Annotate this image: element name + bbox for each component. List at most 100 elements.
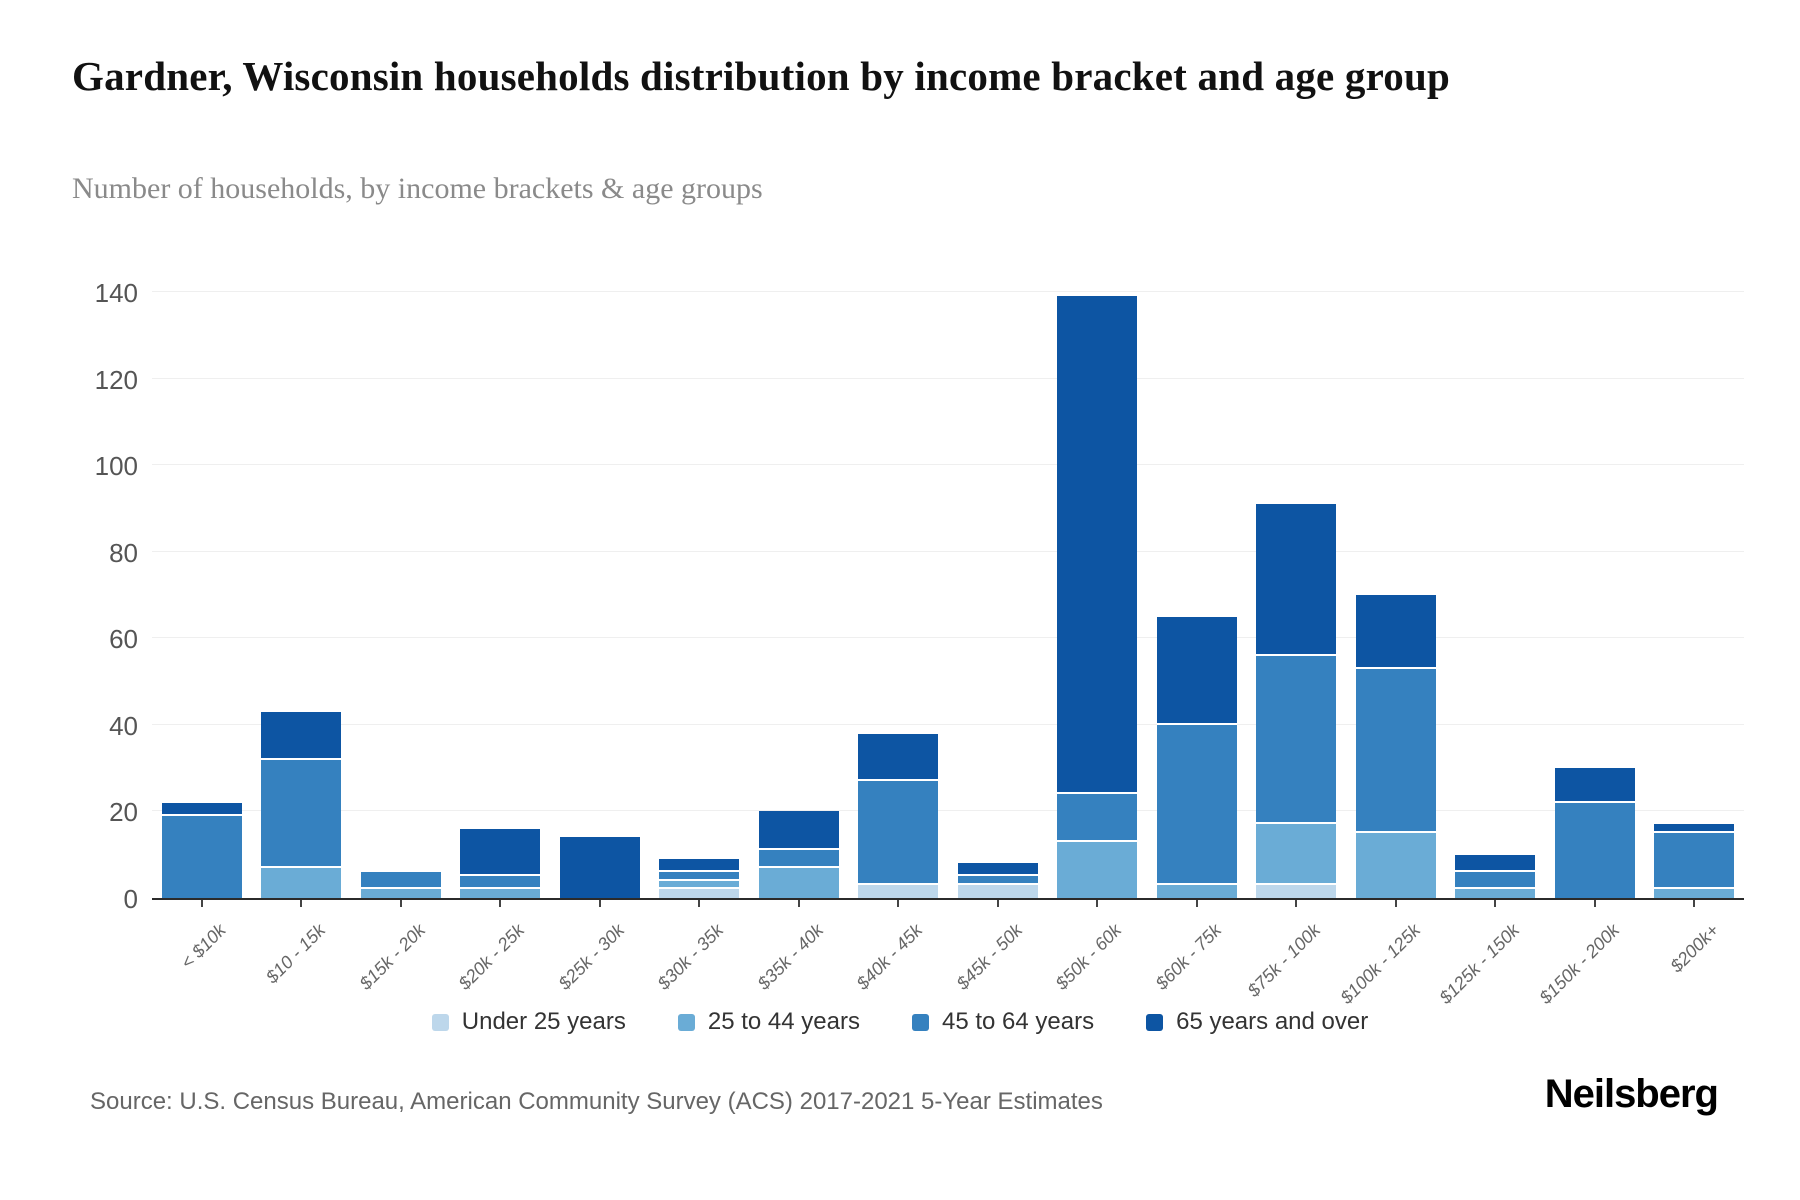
bar-segment[interactable]: [659, 859, 740, 873]
gridline: [152, 637, 1744, 639]
x-tick: [1394, 900, 1397, 907]
legend-swatch: [431, 1013, 449, 1031]
bar-segment[interactable]: [360, 889, 441, 898]
legend-item[interactable]: Under 25 years: [431, 1008, 626, 1036]
x-tick: [1693, 900, 1696, 907]
bar-segment[interactable]: [1256, 504, 1337, 656]
bar-segment[interactable]: [1057, 841, 1138, 898]
bar-segment[interactable]: [1554, 802, 1635, 898]
bar-segment[interactable]: [161, 802, 242, 816]
gridline: [152, 550, 1744, 552]
bar-segment[interactable]: [161, 815, 242, 898]
bar-segment[interactable]: [261, 759, 342, 868]
bar-segment[interactable]: [1057, 296, 1138, 795]
x-tick-label: $60k - 75k: [1151, 920, 1225, 994]
bar-segment[interactable]: [261, 867, 342, 898]
bar-segment[interactable]: [957, 876, 1038, 886]
bar-segment[interactable]: [1355, 668, 1436, 834]
bar-segment[interactable]: [460, 876, 541, 890]
bar-segment[interactable]: [957, 863, 1038, 877]
x-tick-label: $15k - 20k: [355, 920, 429, 994]
bar-segment[interactable]: [1455, 872, 1536, 890]
bar-segment[interactable]: [758, 850, 839, 868]
x-tick-label: $125k - 150k: [1435, 920, 1524, 1008]
x-tick: [897, 900, 900, 907]
bar-segment[interactable]: [460, 828, 541, 877]
bar-segment[interactable]: [1057, 794, 1138, 842]
x-tick-label: $50k - 60k: [1051, 920, 1126, 994]
x-tick-label: $30k - 35k: [653, 920, 728, 994]
x-tick: [698, 900, 701, 907]
x-tick: [1494, 900, 1497, 907]
x-tick-label: $45k - 50k: [952, 920, 1026, 994]
bar-segment[interactable]: [1355, 833, 1436, 898]
bar-segment[interactable]: [1455, 854, 1536, 873]
y-tick-label: 0: [123, 884, 138, 914]
bar-segment[interactable]: [1355, 595, 1436, 669]
bar-segment[interactable]: [559, 837, 640, 898]
bar-segment[interactable]: [1156, 616, 1237, 725]
bar-segment[interactable]: [659, 889, 740, 898]
bar-segment[interactable]: [1455, 889, 1536, 898]
legend-item[interactable]: 65 years and over: [1146, 1008, 1368, 1036]
bar-segment[interactable]: [758, 867, 839, 898]
bar-segment[interactable]: [1256, 824, 1337, 886]
bar-segment[interactable]: [858, 733, 939, 782]
bar-segment[interactable]: [1256, 885, 1337, 898]
bar-segment[interactable]: [1156, 885, 1237, 898]
legend-swatch: [1146, 1013, 1164, 1031]
x-tick: [598, 900, 601, 907]
bar-segment[interactable]: [1554, 768, 1635, 803]
x-tick: [1593, 900, 1596, 907]
y-tick-label: 60: [109, 624, 138, 655]
bar-segment[interactable]: [1156, 724, 1237, 886]
x-tick: [499, 900, 502, 907]
bar-segment[interactable]: [858, 781, 939, 886]
x-tick: [996, 900, 999, 907]
chart-subtitle: Number of households, by income brackets…: [72, 172, 763, 205]
legend-item[interactable]: 25 to 44 years: [677, 1008, 860, 1036]
bar-segment[interactable]: [1654, 833, 1735, 890]
x-tick: [399, 900, 402, 907]
page-title: Gardner, Wisconsin households distributi…: [72, 53, 1450, 99]
bar-segment[interactable]: [858, 885, 939, 898]
legend: Under 25 years 25 to 44 years 45 to 64 yea…: [0, 1008, 1800, 1036]
x-tick-label: < $10k: [177, 920, 230, 973]
gridline: [152, 464, 1744, 466]
plot-area: 0 20 40 60 80 100 120 140 < $10k $10 - 15k $15k - …: [95, 278, 1744, 1008]
y-tick-label: 80: [109, 537, 138, 568]
x-tick: [300, 900, 303, 907]
bar-segment[interactable]: [360, 872, 441, 890]
x-tick-label: $35k - 40k: [753, 920, 827, 994]
bar-segment[interactable]: [659, 880, 740, 890]
x-tick-label: $200k+: [1666, 920, 1723, 977]
bar-segment[interactable]: [957, 885, 1038, 898]
bar-segment[interactable]: [1256, 655, 1337, 825]
x-tick: [200, 900, 203, 907]
legend-item[interactable]: 45 to 64 years: [911, 1008, 1095, 1036]
bar-segment[interactable]: [460, 889, 541, 898]
x-tick-label: $25k - 30k: [554, 920, 628, 994]
bar-segment[interactable]: [758, 811, 839, 851]
x-tick-label: $20k - 25k: [454, 920, 529, 994]
x-tick-label: $10 - 15k: [262, 920, 330, 988]
x-tick-label: $75k - 100k: [1243, 920, 1325, 1001]
x-tick-label: $150k - 200k: [1535, 920, 1623, 1008]
y-tick-label: 120: [94, 364, 138, 395]
neilsberg-logo[interactable]: Neilsberg: [1544, 1072, 1719, 1116]
bar-segment[interactable]: [659, 872, 740, 881]
bar-segment[interactable]: [1654, 889, 1735, 898]
gridline: [152, 377, 1744, 379]
gridline: [152, 810, 1744, 812]
legend-label: 45 to 64 years: [941, 1008, 1095, 1035]
legend-label: Under 25 years: [461, 1008, 626, 1035]
y-tick-label: 20: [109, 797, 138, 828]
legend-label: 25 to 44 years: [707, 1008, 860, 1035]
y-tick-label: 40: [109, 710, 138, 741]
x-tick: [1195, 900, 1198, 907]
bar-segment[interactable]: [1654, 824, 1735, 834]
gridline: [152, 291, 1744, 292]
bar-segment[interactable]: [261, 711, 342, 760]
source-note: Source: U.S. Census Bureau, American Com…: [90, 1088, 1103, 1115]
